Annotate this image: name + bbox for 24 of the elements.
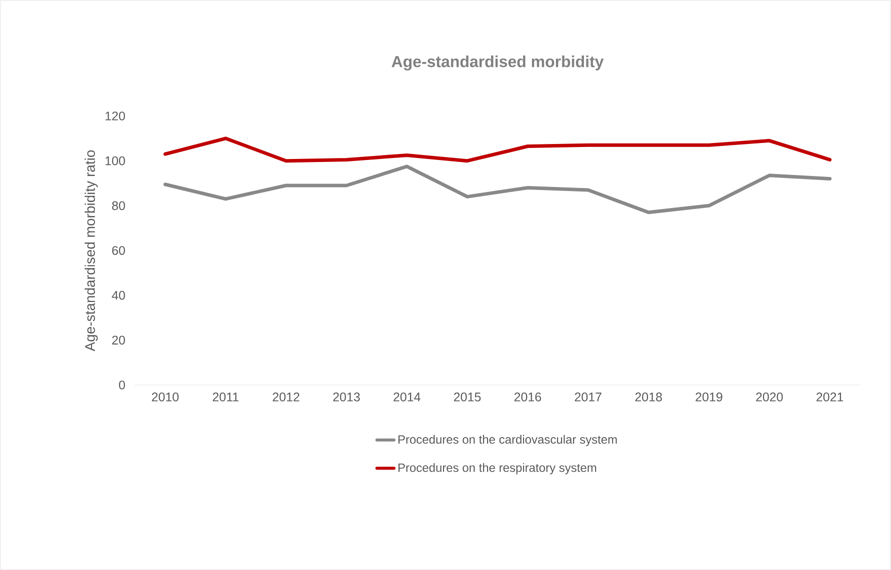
y-tick-label: 60 [112, 246, 125, 255]
x-tick-label: 2012 [272, 392, 300, 402]
x-tick-label: 2010 [152, 392, 179, 402]
legend-label: Procedures on the respiratory system [398, 463, 596, 474]
x-tick-label: 2019 [696, 392, 722, 402]
chart-title: Age-standardised morbidity [392, 55, 604, 70]
x-tick-label: 2014 [394, 392, 420, 402]
y-tick-label: 20 [112, 336, 125, 345]
y-tick-label: 80 [112, 201, 125, 210]
x-tick-label: 2011 [212, 392, 238, 402]
legend-label: Procedures on the cardiovascular system [398, 434, 617, 446]
line-series [163, 164, 832, 214]
x-tick-label: 2017 [574, 392, 602, 402]
x-tick-label: 2018 [635, 392, 662, 402]
x-tick-label: 2016 [514, 392, 542, 402]
y-tick-label: 120 [106, 112, 125, 120]
x-tick-label: 2013 [333, 392, 360, 402]
y-tick-label: 100 [106, 156, 125, 166]
y-axis-title: Age-standardised morbidity ratio [84, 150, 98, 352]
x-tick-label: 2020 [756, 392, 783, 402]
x-tick-label: 2015 [454, 392, 481, 402]
y-tick-label: 0 [119, 380, 125, 390]
x-tick-label: 2021 [816, 392, 844, 402]
y-tick-label: 40 [112, 290, 125, 300]
